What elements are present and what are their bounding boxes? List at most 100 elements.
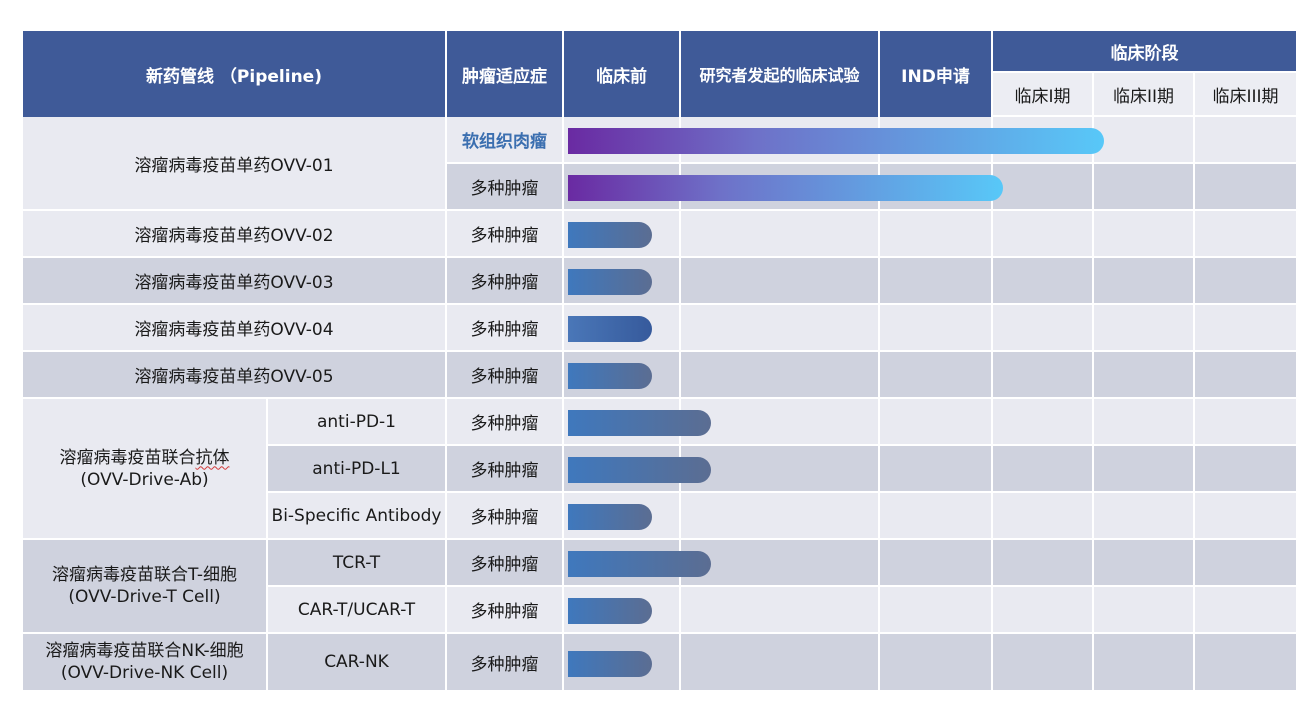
product-ovv-drive-nk: 溶瘤病毒疫苗联合NK-细胞 (OVV-Drive-NK Cell) [23, 634, 268, 690]
progress-bar-r12 [568, 651, 652, 677]
stage-cell [1094, 352, 1195, 399]
stage-cell [993, 399, 1094, 446]
progress-bar-r11 [568, 597, 652, 624]
product-nk-line2: (OVV-Drive-NK Cell) [60, 663, 229, 683]
stage-cell [1094, 117, 1195, 164]
stage-cell [993, 164, 1094, 211]
stage-cell [1195, 446, 1296, 493]
stage-cell [1195, 399, 1296, 446]
stage-cell [880, 305, 993, 352]
product-ovv05: 溶瘤病毒疫苗单药OVV-05 [23, 352, 447, 399]
stage-cell [681, 399, 880, 446]
header-ind: IND申请 [880, 31, 993, 117]
stage-cell [993, 446, 1094, 493]
stage-cell [993, 587, 1094, 634]
product-t-line2: (OVV-Drive-T Cell) [68, 587, 221, 607]
product-ab-line2: (OVV-Drive-Ab) [80, 469, 209, 490]
product-ovv02: 溶瘤病毒疫苗单药OVV-02 [23, 211, 447, 258]
progress-bar-r6 [568, 362, 652, 389]
stage-cell [1195, 352, 1296, 399]
header-phase3: 临床III期 [1195, 73, 1296, 117]
stage-cell [880, 258, 993, 305]
stage-cell [880, 493, 993, 540]
stage-cell [993, 352, 1094, 399]
stage-cell [681, 305, 880, 352]
stage-cell [1094, 305, 1195, 352]
stage-cell [880, 634, 993, 690]
progress-bar-r8 [568, 456, 711, 483]
stage-cell [1195, 211, 1296, 258]
stage-cell [1094, 258, 1195, 305]
subtype-anti-pdl1: anti-PD-L1 [268, 446, 447, 493]
stage-cell [1195, 493, 1296, 540]
stage-cell [681, 352, 880, 399]
stage-cell [1094, 164, 1195, 211]
indication-r5: 多种肿瘤 [447, 305, 564, 352]
product-ab-line1: 溶瘤病毒疫苗联合抗体 [59, 447, 230, 468]
stage-cell [993, 211, 1094, 258]
stage-cell [681, 540, 880, 587]
stage-cell [1195, 305, 1296, 352]
progress-bar-r7 [568, 409, 711, 436]
header-pipeline: 新药管线 （Pipeline) [23, 31, 447, 117]
subtype-bispecific: Bi-Specific Antibody [268, 493, 447, 540]
progress-bar-r10 [568, 550, 711, 577]
stage-cell [880, 587, 993, 634]
indication-r6: 多种肿瘤 [447, 352, 564, 399]
stage-cell [681, 211, 880, 258]
indication-r2: 多种肿瘤 [447, 164, 564, 211]
indication-r8: 多种肿瘤 [447, 446, 564, 493]
stage-cell [1094, 587, 1195, 634]
indication-r9: 多种肿瘤 [447, 493, 564, 540]
stage-cell [880, 446, 993, 493]
stage-cell [1195, 587, 1296, 634]
product-ovv04: 溶瘤病毒疫苗单药OVV-04 [23, 305, 447, 352]
stage-cell [681, 446, 880, 493]
product-ovv03: 溶瘤病毒疫苗单药OVV-03 [23, 258, 447, 305]
stage-cell [1094, 399, 1195, 446]
product-ovv01: 溶瘤病毒疫苗单药OVV-01 [23, 117, 447, 211]
progress-bar-r3 [568, 221, 652, 248]
subtype-car-t: CAR-T/UCAR-T [268, 587, 447, 634]
stage-cell [880, 211, 993, 258]
indication-r12: 多种肿瘤 [447, 634, 564, 690]
header-clinical-stage: 临床阶段 [993, 31, 1296, 73]
product-t-line1: 溶瘤病毒疫苗联合T-细胞 [52, 565, 237, 585]
stage-cell [1195, 164, 1296, 211]
stage-cell [993, 493, 1094, 540]
progress-bar-r5 [568, 315, 652, 342]
product-ovv-drive-t: 溶瘤病毒疫苗联合T-细胞 (OVV-Drive-T Cell) [23, 540, 268, 634]
stage-cell [1195, 117, 1296, 164]
indication-r7: 多种肿瘤 [447, 399, 564, 446]
stage-cell [993, 305, 1094, 352]
product-nk-line1: 溶瘤病毒疫苗联合NK-细胞 [45, 641, 244, 661]
stage-cell [681, 587, 880, 634]
stage-cell [681, 493, 880, 540]
stage-cell [880, 540, 993, 587]
stage-cell [993, 258, 1094, 305]
header-phase2: 临床II期 [1094, 73, 1195, 117]
indication-r4: 多种肿瘤 [447, 258, 564, 305]
stage-cell [1195, 540, 1296, 587]
stage-cell [1094, 540, 1195, 587]
stage-cell [1094, 493, 1195, 540]
header-phase1: 临床I期 [993, 73, 1094, 117]
subtype-tcr-t: TCR-T [268, 540, 447, 587]
stage-cell [880, 352, 993, 399]
stage-cell [880, 399, 993, 446]
progress-bar-r4 [568, 268, 652, 295]
stage-cell [1094, 446, 1195, 493]
stage-cell [1195, 258, 1296, 305]
indication-r3: 多种肿瘤 [447, 211, 564, 258]
stage-cell [993, 540, 1094, 587]
subtype-car-nk: CAR-NK [268, 634, 447, 690]
header-preclinical: 临床前 [564, 31, 681, 117]
progress-bar-r9 [568, 503, 652, 530]
subtype-anti-pd1: anti-PD-1 [268, 399, 447, 446]
stage-cell [993, 634, 1094, 690]
indication-r11: 多种肿瘤 [447, 587, 564, 634]
progress-bar-r2 [568, 174, 1004, 201]
header-indication: 肿瘤适应症 [447, 31, 564, 117]
stage-cell [681, 258, 880, 305]
progress-bar-r1 [568, 127, 1105, 154]
